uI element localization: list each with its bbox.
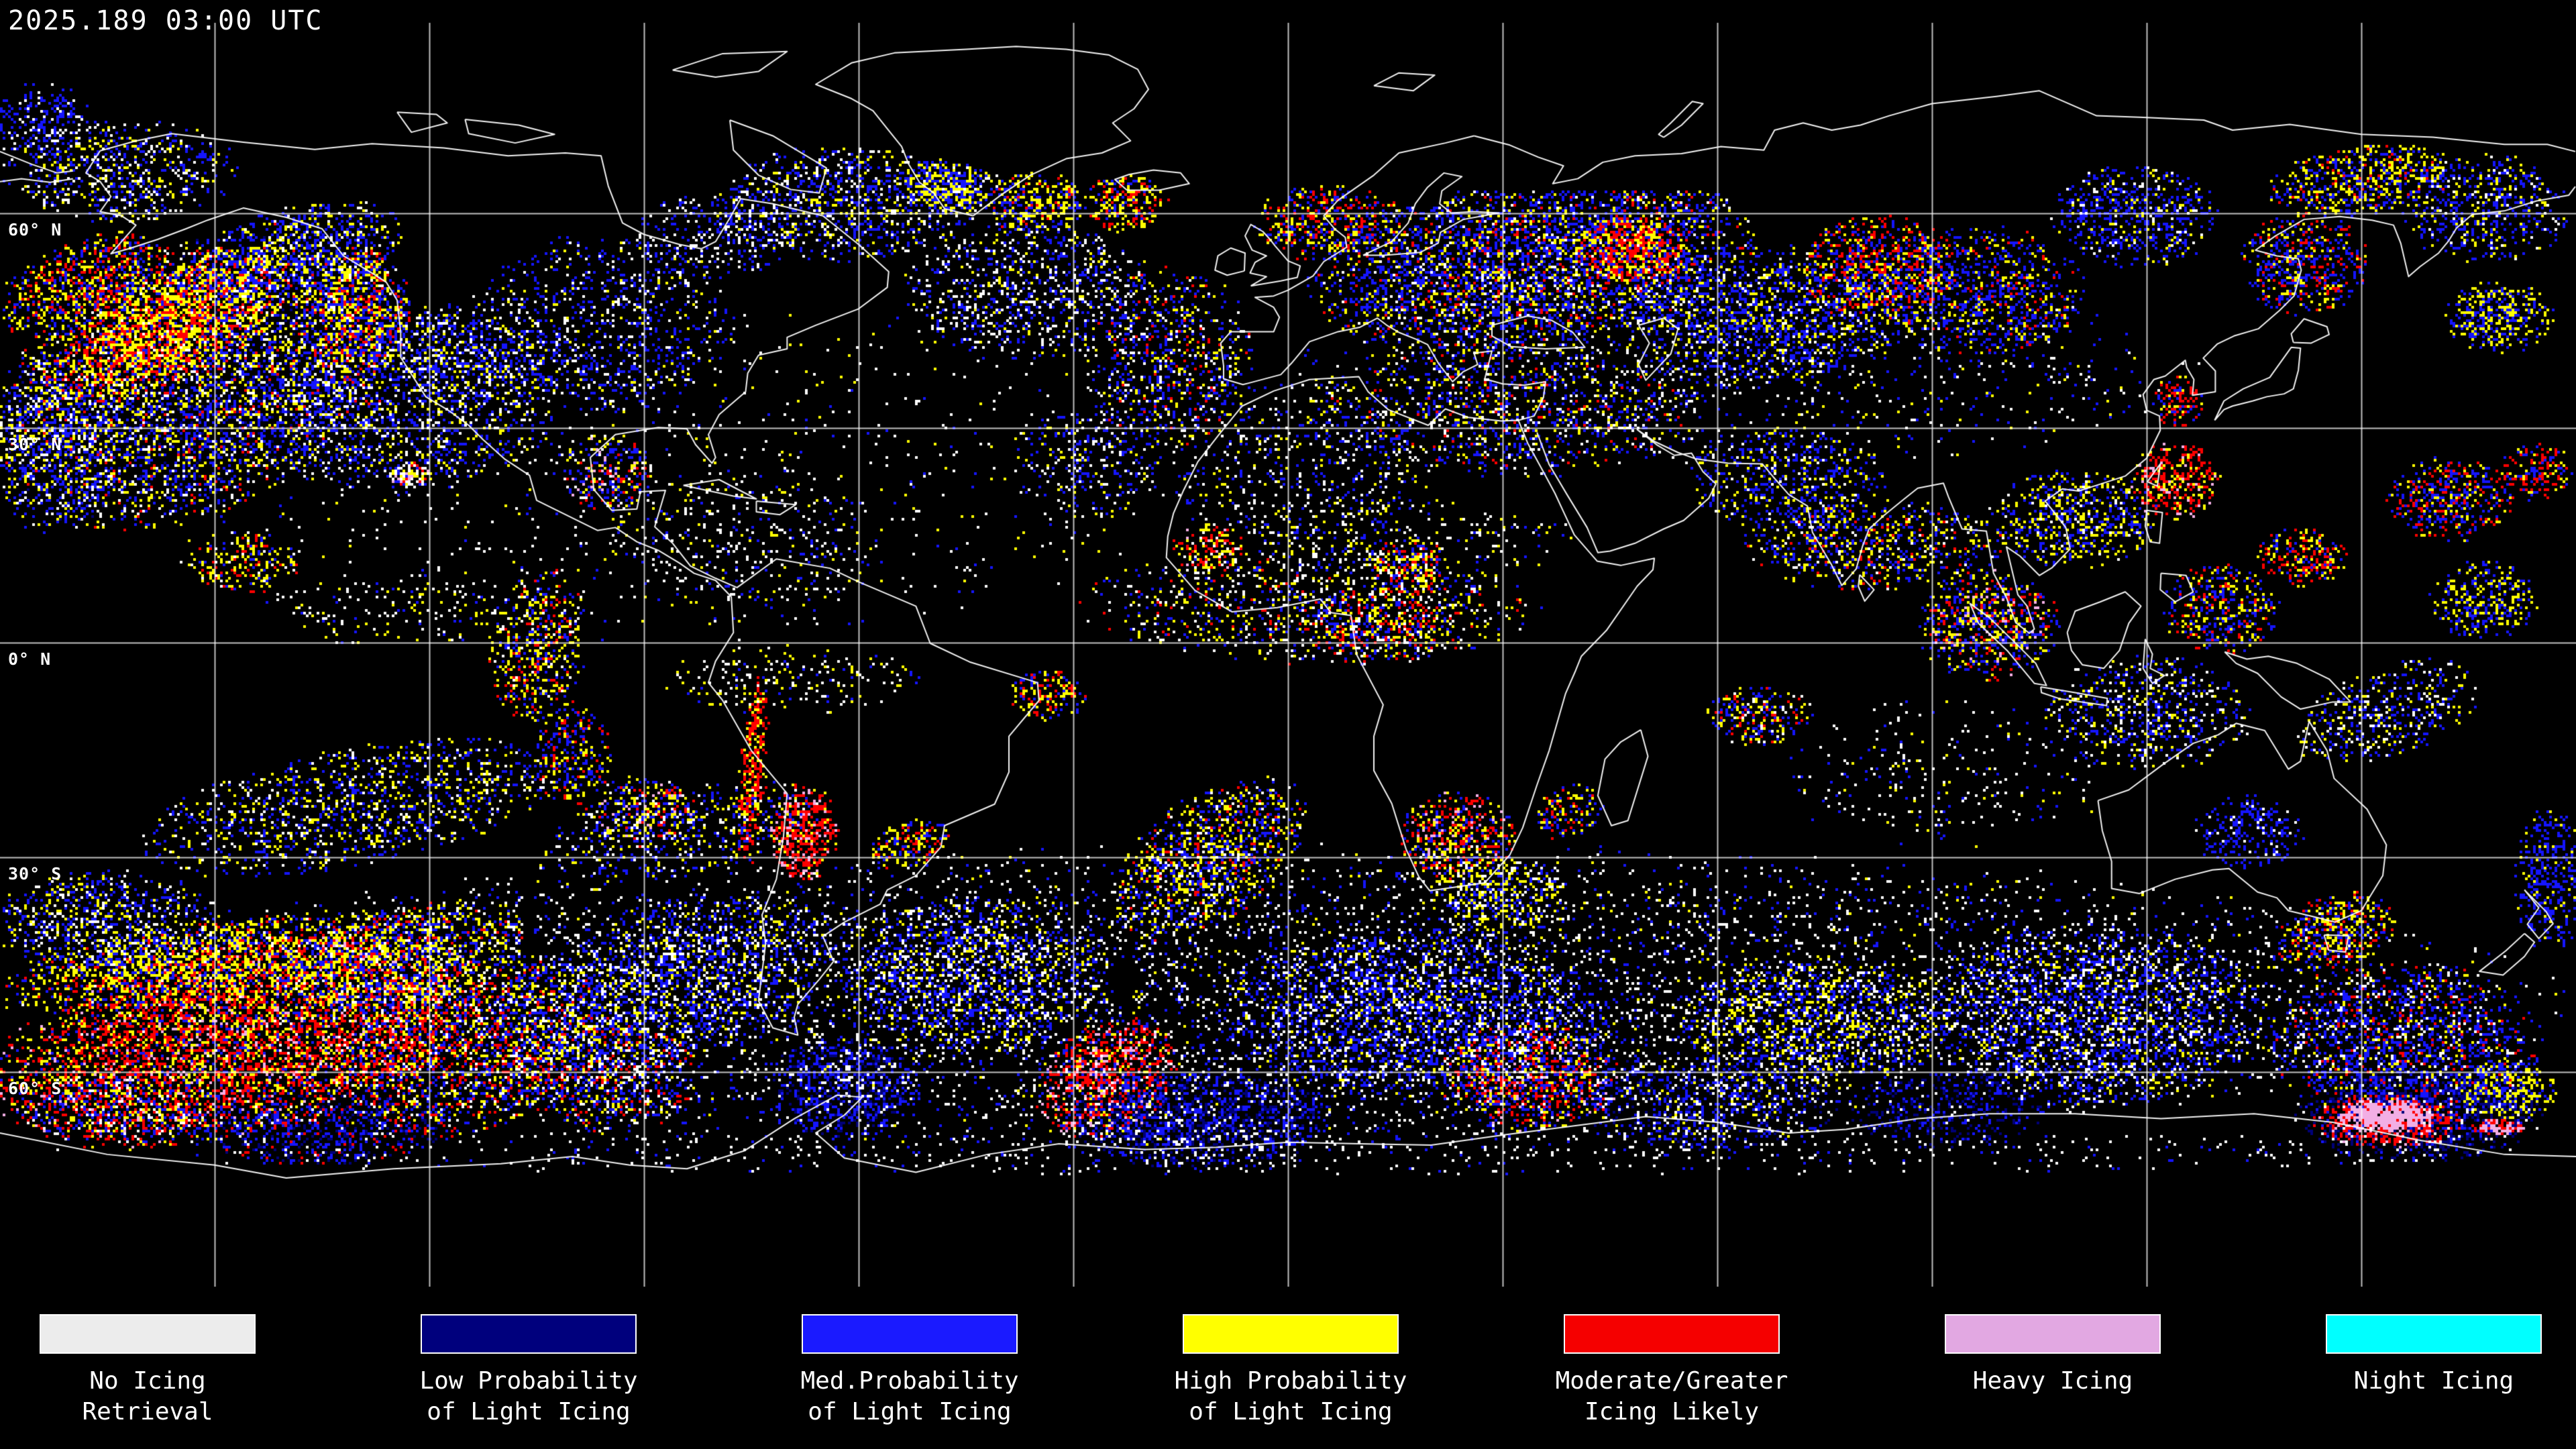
legend-label-moderate-greater-icing: Moderate/Greater Icing Likely [1555,1367,1788,1426]
legend-item-night-icing: Night Icing [2286,1314,2576,1397]
legend-item-heavy-icing: Heavy Icing [1905,1314,2200,1397]
legend-swatch-low-probability-light-icing [421,1314,637,1354]
legend: No Icing Retrieval Low Probability of Lig… [0,1287,2576,1449]
latitude-label: 60° S [8,1079,62,1098]
legend-swatch-no-icing-retrieval [40,1314,256,1354]
latitude-label: 30° N [8,435,62,454]
legend-swatch-moderate-greater-icing [1564,1314,1780,1354]
legend-item-high-probability-light-icing: High Probability of Light Icing [1143,1314,1438,1428]
legend-label-low-probability-light-icing: Low Probability of Light Icing [419,1367,638,1426]
legend-label-night-icing: Night Icing [2353,1367,2514,1395]
latitude-label: 60° N [8,220,62,239]
legend-item-low-probability-light-icing: Low Probability of Light Icing [381,1314,676,1428]
legend-label-heavy-icing: Heavy Icing [1972,1367,2133,1395]
legend-swatch-high-probability-light-icing [1183,1314,1399,1354]
legend-swatch-med-probability-light-icing [802,1314,1018,1354]
timestamp-title: 2025.189 03:00 UTC [8,5,323,36]
legend-swatch-heavy-icing [1945,1314,2161,1354]
legend-label-high-probability-light-icing: High Probability of Light Icing [1174,1367,1407,1426]
legend-item-med-probability-light-icing: Med.Probability of Light Icing [762,1314,1057,1428]
latitude-label: 0° N [8,649,52,669]
legend-item-moderate-greater-icing: Moderate/Greater Icing Likely [1524,1314,1819,1428]
legend-label-med-probability-light-icing: Med.Probability of Light Icing [800,1367,1019,1426]
world-icing-map-canvas [0,0,2576,1287]
legend-item-no-icing-retrieval: No Icing Retrieval [0,1314,295,1428]
legend-label-no-icing-retrieval: No Icing Retrieval [82,1367,213,1426]
latitude-label: 30° S [8,864,62,883]
legend-swatch-night-icing [2326,1314,2542,1354]
